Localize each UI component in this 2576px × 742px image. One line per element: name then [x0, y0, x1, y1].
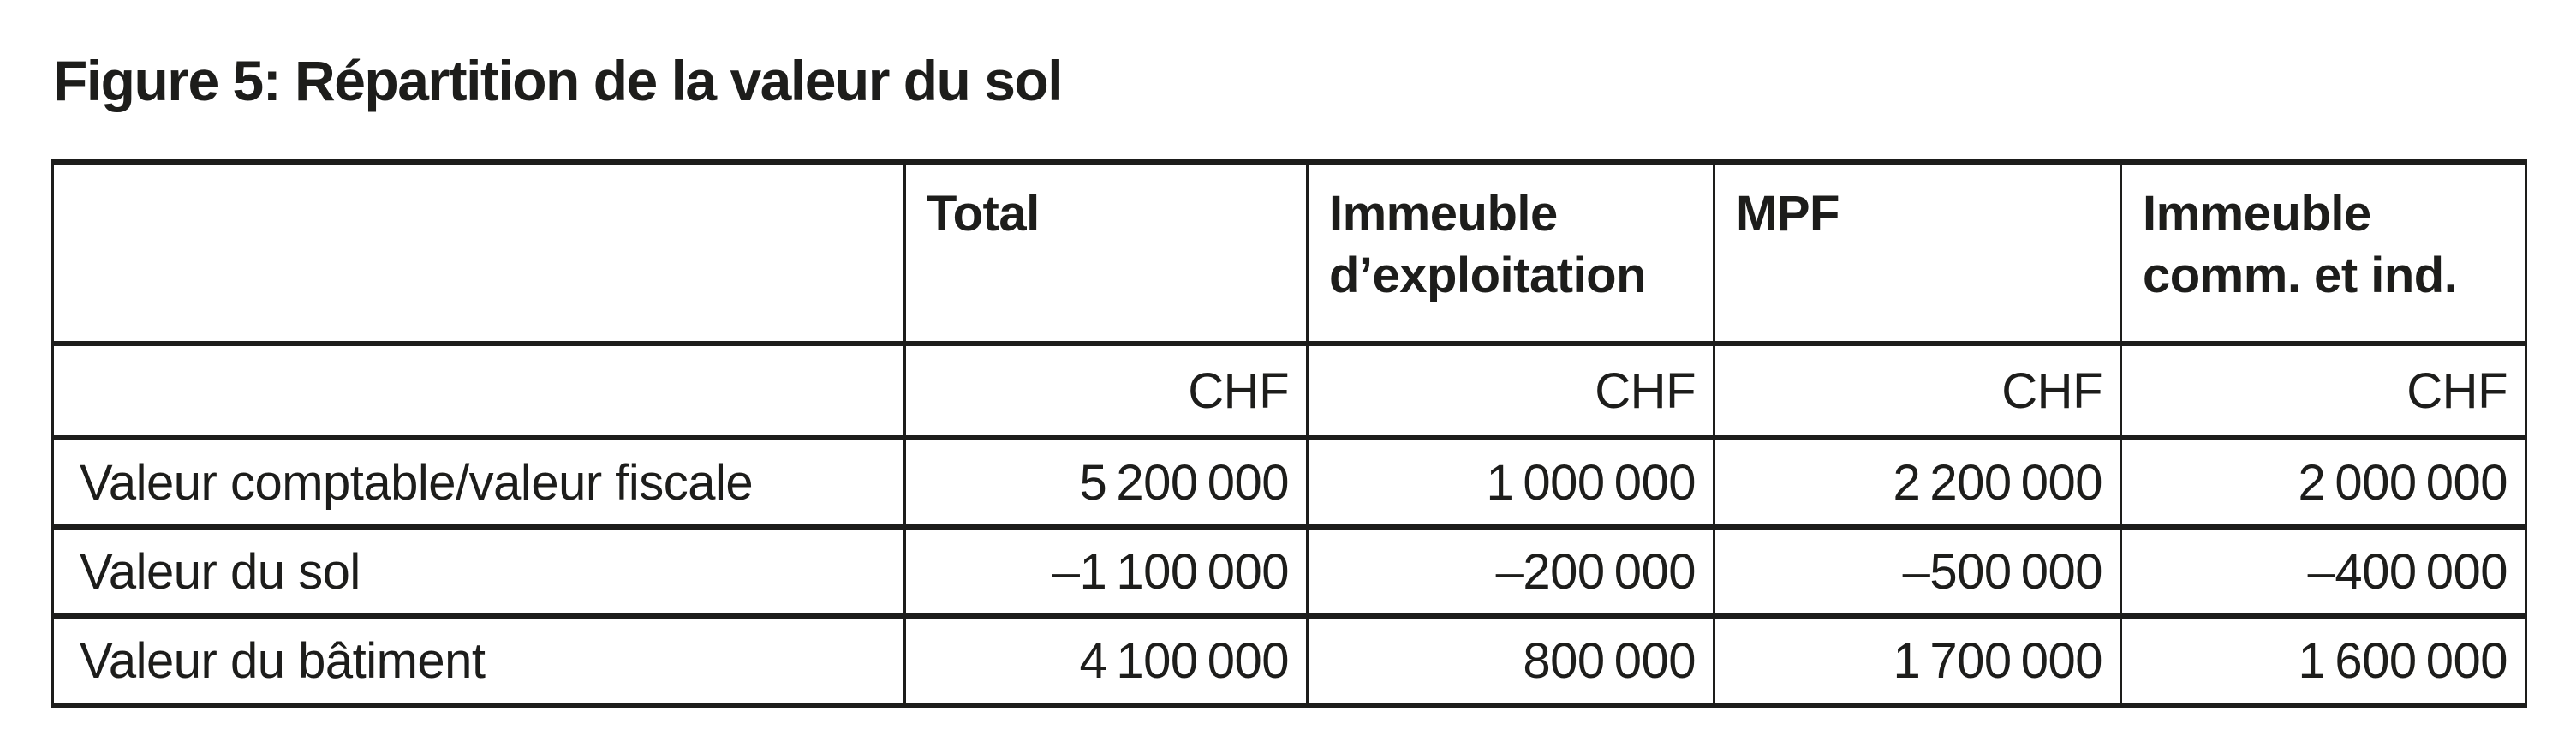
header-cell-total: Total — [903, 159, 1309, 346]
table-row-valeur-du-sol: Valeur du sol –1 100 000 –200 000 –500 0… — [51, 524, 2527, 619]
valuation-table: Total Immeuble d’exploitation MPF Immeub… — [51, 159, 2527, 708]
value-cell: 1 600 000 — [2120, 613, 2527, 708]
value-cell: –400 000 — [2120, 524, 2527, 619]
value-cell: 5 200 000 — [903, 435, 1309, 530]
value-cell: 2 200 000 — [1713, 435, 2122, 530]
column-header-row: Total Immeuble d’exploitation MPF Immeub… — [51, 159, 2527, 346]
unit-cell-empty — [51, 341, 906, 440]
row-label: Valeur du bâtiment — [51, 613, 906, 708]
unit-cell-mpf: CHF — [1713, 341, 2122, 440]
row-label: Valeur comptable/valeur fiscale — [51, 435, 906, 530]
value-cell: 4 100 000 — [903, 613, 1309, 708]
value-cell: –500 000 — [1713, 524, 2122, 619]
value-cell: –200 000 — [1306, 524, 1715, 619]
header-cell-empty — [51, 159, 906, 346]
unit-cell-immeuble-exploitation: CHF — [1306, 341, 1715, 440]
unit-row: CHF CHF CHF CHF — [51, 341, 2527, 440]
header-cell-immeuble-exploitation: Immeuble d’exploitation — [1306, 159, 1715, 346]
table-row-valeur-comptable: Valeur comptable/valeur fiscale 5 200 00… — [51, 435, 2527, 530]
value-cell: 1 000 000 — [1306, 435, 1715, 530]
figure-title: Figure 5: Répartition de la valeur du so… — [53, 49, 1064, 112]
unit-cell-total: CHF — [903, 341, 1309, 440]
value-cell: 2 000 000 — [2120, 435, 2527, 530]
unit-cell-immeuble-comm-ind: CHF — [2120, 341, 2527, 440]
value-cell: 1 700 000 — [1713, 613, 2122, 708]
value-cell: –1 100 000 — [903, 524, 1309, 619]
value-cell: 800 000 — [1306, 613, 1715, 708]
row-label: Valeur du sol — [51, 524, 906, 619]
table-row-valeur-du-batiment: Valeur du bâtiment 4 100 000 800 000 1 7… — [51, 613, 2527, 708]
header-cell-mpf: MPF — [1713, 159, 2122, 346]
header-cell-immeuble-comm-ind: Immeuble comm. et ind. — [2120, 159, 2527, 346]
